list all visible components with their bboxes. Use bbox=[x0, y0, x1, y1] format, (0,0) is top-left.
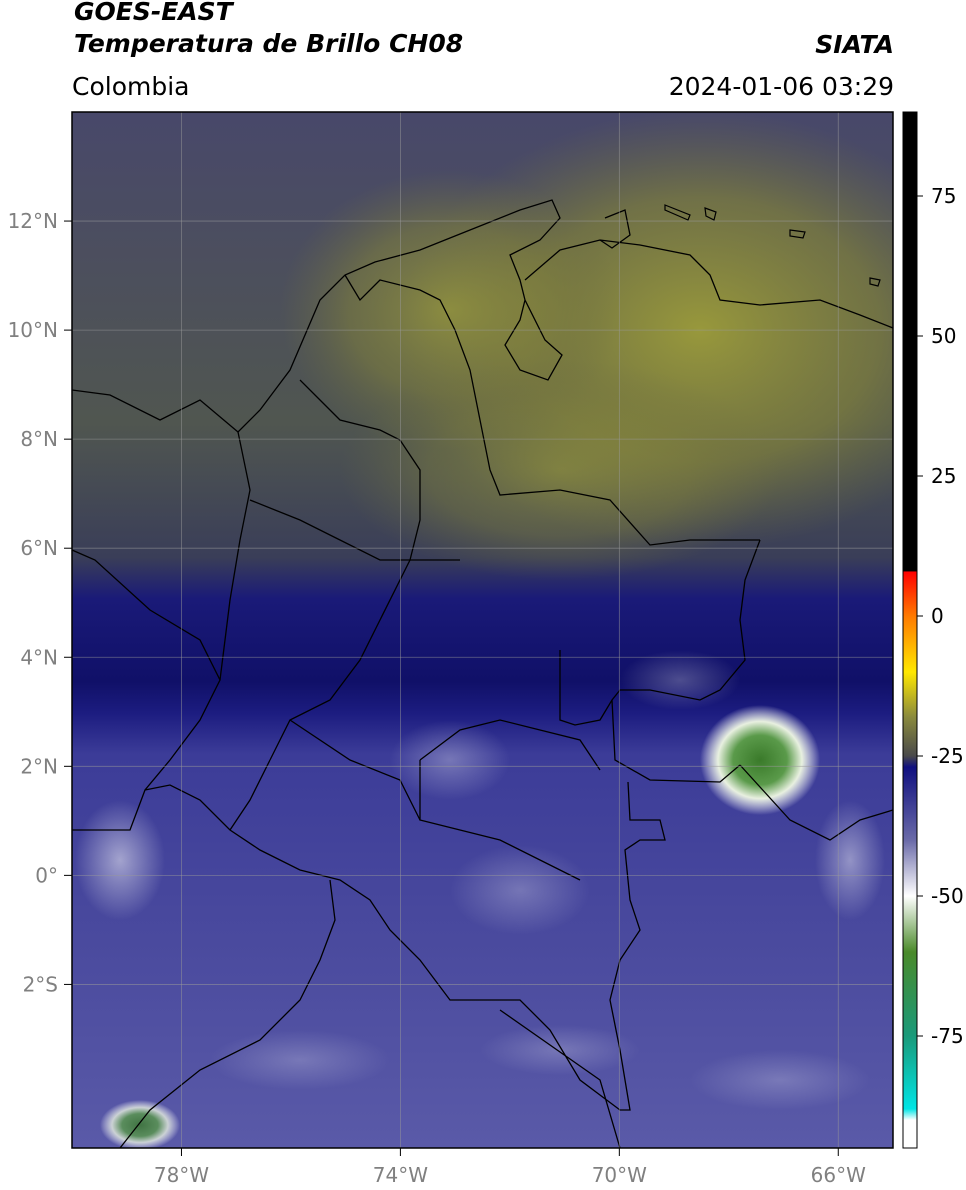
lat-tick-label: 2°S bbox=[23, 972, 58, 996]
lon-ticks: 78°W 74°W 70°W 66°W bbox=[154, 1148, 866, 1187]
colorbar-tick-label: -25 bbox=[931, 744, 964, 768]
colorbar-tick-label: -50 bbox=[931, 884, 964, 908]
lat-tick-label: 6°N bbox=[20, 536, 58, 560]
colorbar-scale bbox=[902, 111, 918, 1149]
lon-tick-label: 74°W bbox=[373, 1163, 428, 1187]
satellite-imagery bbox=[72, 112, 893, 1148]
islands bbox=[664, 204, 881, 287]
region-label: Colombia bbox=[72, 72, 190, 101]
borders bbox=[72, 199, 893, 1148]
colorbar-tick-label: -75 bbox=[931, 1024, 964, 1048]
colorbar-tick-label: 25 bbox=[931, 464, 956, 488]
gridlines bbox=[72, 112, 893, 1148]
product-title: Temperatura de Brillo CH08 bbox=[74, 29, 464, 58]
lat-tick-label: 10°N bbox=[8, 318, 58, 342]
datetime-label: 2024-01-06 03:29 bbox=[668, 72, 894, 101]
lat-tick-label: 12°N bbox=[8, 209, 58, 233]
lat-ticks: 12°N 10°N 8°N 6°N 4°N 2°N 0° 2°S bbox=[8, 209, 72, 996]
lat-tick-label: 2°N bbox=[20, 754, 58, 778]
lon-tick-label: 78°W bbox=[154, 1163, 209, 1187]
satellite-title: GOES-EAST bbox=[74, 0, 233, 26]
colorbar-tick-label: 50 bbox=[931, 324, 956, 348]
lon-tick-label: 66°W bbox=[811, 1163, 866, 1187]
map-frame bbox=[71, 111, 894, 1149]
colorbar-ticks: 75 50 25 0 -25 -50 -75 bbox=[917, 184, 964, 1048]
org-label: SIATA bbox=[815, 30, 894, 59]
colorbar-tick-label: 0 bbox=[931, 604, 944, 628]
lat-tick-label: 8°N bbox=[20, 427, 58, 451]
lat-tick-label: 4°N bbox=[20, 645, 58, 669]
lat-tick-label: 0° bbox=[35, 863, 58, 887]
colorbar: 75 50 25 0 -25 -50 -75 bbox=[902, 111, 964, 1149]
lon-tick-label: 70°W bbox=[592, 1163, 647, 1187]
colorbar-tick-label: 75 bbox=[931, 184, 956, 208]
